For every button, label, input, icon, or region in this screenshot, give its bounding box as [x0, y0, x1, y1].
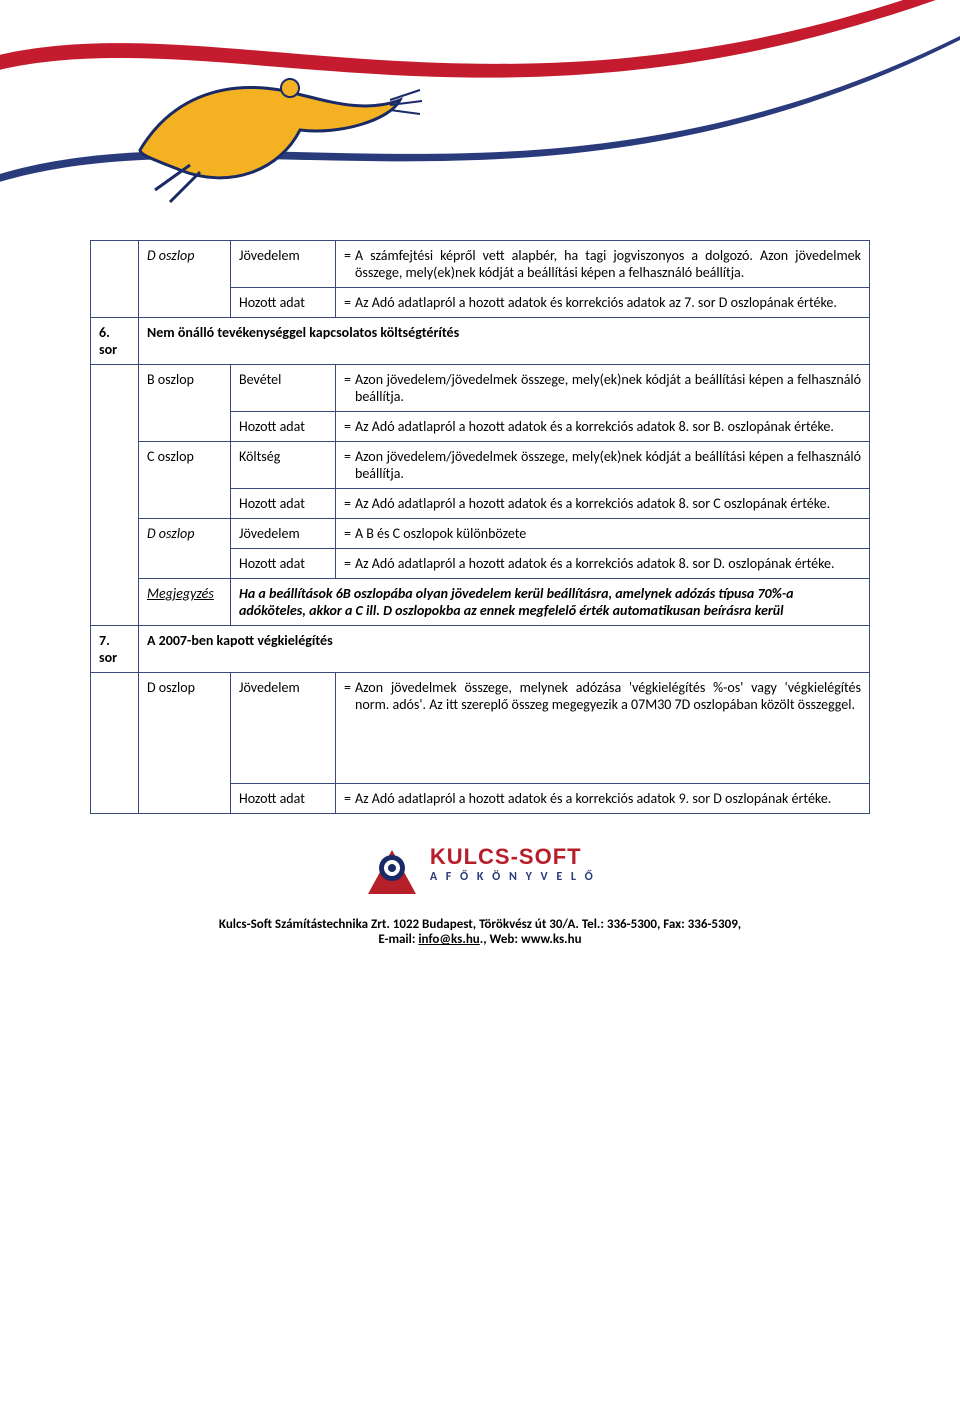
cell-section-title: Nem önálló tevékenységgel kapcsolatos kö…	[139, 318, 870, 365]
cell-section-title: A 2007-ben kapott végkielégítés	[139, 626, 870, 673]
cell-note-label: Megjegyzés	[139, 579, 231, 626]
logo-text-block: KULCS-SOFT A F Ő K Ö N Y V E L Ő	[430, 844, 596, 884]
cell-field: Hozott adat	[231, 549, 336, 579]
cell-col-label: C oszlop	[139, 442, 231, 519]
cell-rownum	[91, 365, 139, 626]
table-section-header: 7. sor A 2007-ben kapott végkielégítés	[91, 626, 870, 673]
table-section-header: 6. sor Nem önálló tevékenységgel kapcsol…	[91, 318, 870, 365]
cell-col-label: B oszlop	[139, 365, 231, 442]
table-row: B oszlop Bevétel =Azon jövedelem/jövedel…	[91, 365, 870, 412]
table-row-note: Megjegyzés Ha a beállítások 6B oszlopába…	[91, 579, 870, 626]
cell-rownum: 7. sor	[91, 626, 139, 673]
footer-email-prefix: E-mail:	[378, 932, 418, 947]
cell-rownum: 6. sor	[91, 318, 139, 365]
footer-web: www.ks.hu	[521, 932, 582, 947]
cell-col-label: D oszlop	[139, 241, 231, 318]
data-table: D oszlop Jövedelem =A számfejtési képről…	[90, 240, 870, 814]
footer-mid: ., Web:	[480, 932, 521, 947]
cell-field: Hozott adat	[231, 412, 336, 442]
cell-desc: =Az Adó adatlapról a hozott adatok és a …	[336, 784, 870, 814]
table-row: D oszlop Jövedelem =A B és C oszlopok kü…	[91, 519, 870, 549]
footer-logo: KULCS-SOFT A F Ő K Ö N Y V E L Ő	[0, 834, 960, 905]
logo-icon	[364, 844, 420, 900]
header-svg	[0, 0, 960, 240]
cell-note-text: Ha a beállítások 6B oszlopába olyan jöve…	[231, 579, 870, 626]
cell-desc: =A számfejtési képről vett alapbér, ha t…	[336, 241, 870, 288]
table-row: D oszlop Jövedelem =A számfejtési képről…	[91, 241, 870, 288]
cell-field: Jövedelem	[231, 673, 336, 784]
header-illustration	[0, 0, 960, 240]
logo-brand: KULCS-SOFT	[430, 844, 596, 870]
document-body: D oszlop Jövedelem =A számfejtési képről…	[0, 240, 960, 834]
table-row: D oszlop Jövedelem =Azon jövedelmek össz…	[91, 673, 870, 784]
cell-field: Hozott adat	[231, 288, 336, 318]
cell-field: Hozott adat	[231, 784, 336, 814]
cell-desc: =Azon jövedelem/jövedelmek összege, mely…	[336, 442, 870, 489]
cell-field: Hozott adat	[231, 489, 336, 519]
cell-desc: =A B és C oszlopok különbözete	[336, 519, 870, 549]
cell-col-label: D oszlop	[139, 673, 231, 814]
cell-field: Jövedelem	[231, 519, 336, 549]
logo-tagline: A F Ő K Ö N Y V E L Ő	[430, 870, 596, 884]
footer-contact: Kulcs-Soft Számítástechnika Zrt. 1022 Bu…	[0, 905, 960, 957]
cell-desc: =Az Adó adatlapról a hozott adatok és a …	[336, 549, 870, 579]
cell-desc: =Azon jövedelem/jövedelmek összege, mely…	[336, 365, 870, 412]
cell-field: Jövedelem	[231, 241, 336, 288]
cell-desc: =Az Adó adatlapról a hozott adatok és a …	[336, 489, 870, 519]
cell-field: Bevétel	[231, 365, 336, 412]
cell-rownum	[91, 673, 139, 814]
footer-email-link[interactable]: info@ks.hu	[418, 932, 479, 947]
footer-line1: Kulcs-Soft Számítástechnika Zrt. 1022 Bu…	[219, 917, 741, 932]
cell-col-label: D oszlop	[139, 519, 231, 579]
cell-field: Költség	[231, 442, 336, 489]
cell-rownum	[91, 241, 139, 318]
cell-desc: =Az Adó adatlapról a hozott adatok és ko…	[336, 288, 870, 318]
cell-desc: =Az Adó adatlapról a hozott adatok és a …	[336, 412, 870, 442]
cell-desc: =Azon jövedelmek összege, melynek adózás…	[336, 673, 870, 784]
table-row: C oszlop Költség =Azon jövedelem/jövedel…	[91, 442, 870, 489]
